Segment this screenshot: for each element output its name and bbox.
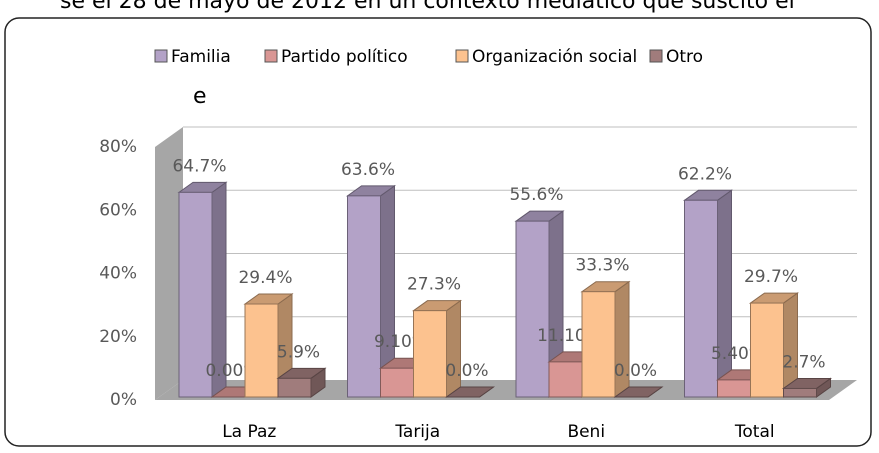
bar [684, 199, 718, 398]
side-wall [155, 127, 183, 400]
y-tick-label: 20% [99, 327, 137, 347]
bar [380, 367, 414, 398]
bar-side [446, 299, 461, 398]
x-tick-label: Beni [567, 422, 605, 442]
bar [347, 195, 381, 398]
data-label: 5.9% [277, 342, 320, 362]
y-tick-label: 60% [99, 200, 137, 220]
data-label: 33.3% [575, 256, 629, 276]
bar [750, 302, 784, 398]
legend-swatch [455, 49, 469, 63]
floor [155, 380, 857, 400]
bar [277, 377, 312, 398]
legend-swatch [649, 49, 663, 63]
bar [717, 379, 751, 398]
legend-label: Familia [171, 47, 231, 67]
data-label: 29.4% [238, 268, 292, 288]
data-label: 63.6% [341, 160, 395, 180]
data-label: 0.0% [445, 361, 488, 381]
bar-top [444, 386, 496, 398]
legend-swatch [154, 49, 168, 63]
y-tick-label: 80% [99, 137, 137, 157]
data-label: 29.7% [744, 267, 798, 287]
x-tick-label: La Paz [222, 422, 276, 442]
legend-swatch [264, 49, 278, 63]
bar [413, 310, 447, 398]
bar [548, 361, 583, 398]
bar [178, 191, 213, 398]
y-tick-label: 0% [110, 390, 137, 410]
bar [783, 387, 817, 398]
bar [515, 220, 550, 398]
data-label: 2.7% [782, 352, 825, 372]
y-tick-label: 40% [99, 264, 137, 284]
bar [244, 303, 279, 398]
x-tick-label: Tarija [394, 422, 440, 442]
legend-label: Partido político [281, 47, 408, 67]
data-label: 0.0% [614, 361, 657, 381]
bar-side [717, 189, 732, 398]
data-label: 27.3% [407, 275, 461, 295]
bar [581, 291, 616, 398]
bar-top [613, 386, 664, 398]
legend-label: Otro [666, 47, 703, 67]
data-label: 55.6% [509, 185, 563, 205]
data-label: 62.2% [678, 164, 732, 184]
legend-label: Organización social [472, 47, 637, 67]
chart-frame [4, 17, 872, 447]
document-text: e [193, 84, 207, 109]
x-tick-label: Total [734, 422, 775, 442]
document-text: se el 28 de mayo de 2012 en un contexto … [60, 0, 795, 14]
data-label: 64.7% [172, 156, 226, 176]
